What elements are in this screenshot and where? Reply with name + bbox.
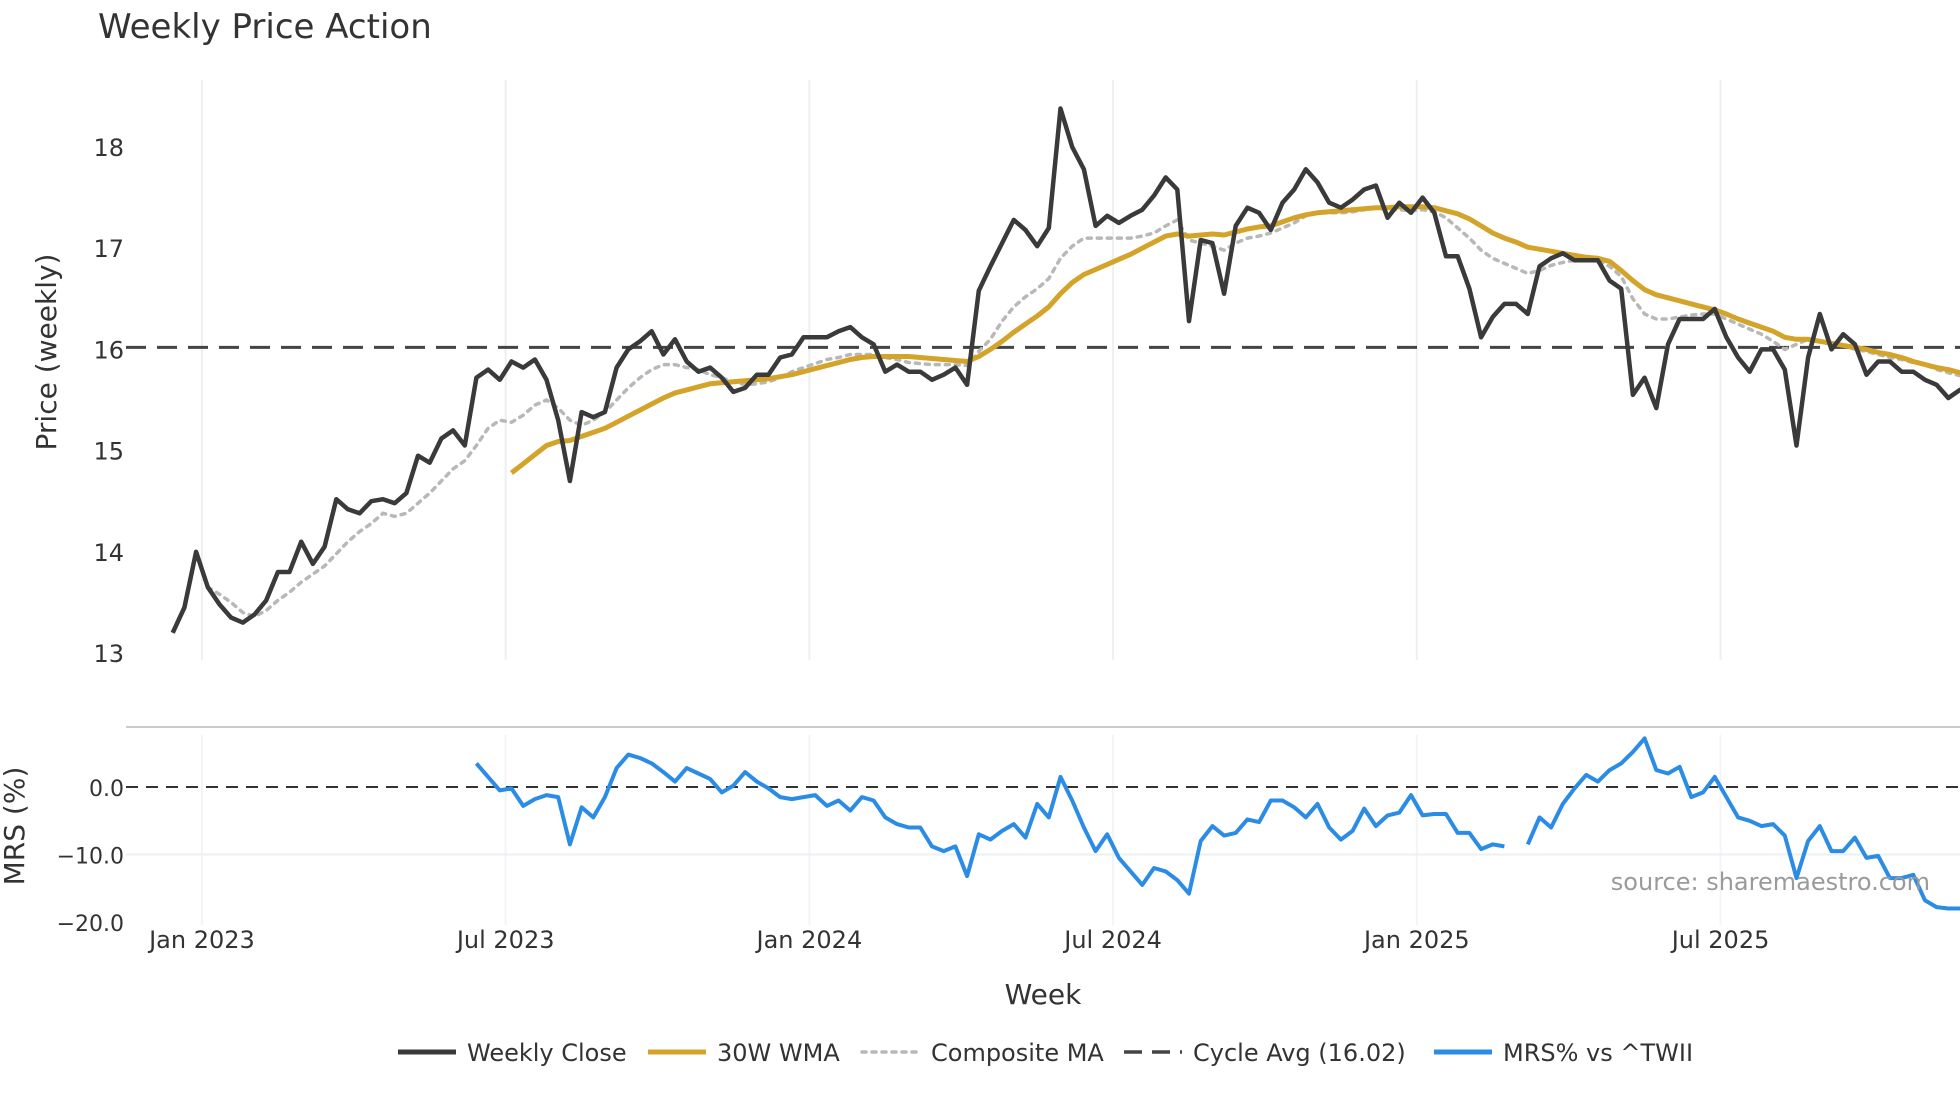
x-tick-label: Jan 2023 <box>147 926 255 954</box>
legend-label: Composite MA <box>931 1039 1104 1067</box>
price-ytick-label: 15 <box>93 438 124 466</box>
mrs-ytick-label: −10.0 <box>57 845 124 870</box>
price-ytick-label: 14 <box>93 539 124 567</box>
mrs-panel: 0.0 −10.0 −20.0 MRS (%) source: sharemaestro… <box>0 735 1960 954</box>
legend: Weekly Close 30W WMA Composite MA Cycle Avg… <box>398 1039 1693 1067</box>
price-panel: 13 14 15 16 17 18 Price (weekly) <box>30 80 1960 668</box>
legend-label: MRS% vs ^TWII <box>1503 1039 1693 1067</box>
price-ytick-label: 13 <box>93 640 124 668</box>
x-tick-label: Jul 2025 <box>1670 926 1770 954</box>
price-ylabel: Price (weekly) <box>30 254 63 451</box>
price-ytick-label: 18 <box>93 134 124 162</box>
legend-label: 30W WMA <box>717 1039 840 1067</box>
x-tick-label: Jan 2024 <box>755 926 863 954</box>
mrs-ytick-label: −20.0 <box>57 912 124 937</box>
x-tick-label: Jan 2025 <box>1362 926 1470 954</box>
legend-label: Cycle Avg (16.02) <box>1193 1039 1406 1067</box>
weekly-close-line <box>170 106 1960 634</box>
x-tick-label: Jul 2024 <box>1062 926 1162 954</box>
source-annotation: source: sharemaestro.com <box>1611 868 1930 896</box>
composite-ma-line <box>206 205 1960 619</box>
x-axis-label: Week <box>1005 978 1082 1011</box>
chart-title: Weekly Price Action <box>98 7 432 47</box>
mrs-ytick-label: 0.0 <box>89 777 124 802</box>
price-ytick-label: 16 <box>93 336 124 364</box>
x-tick-label: Jul 2023 <box>455 926 555 954</box>
price-ytick-label: 17 <box>93 235 124 263</box>
mrs-ylabel: MRS (%) <box>0 767 31 886</box>
mrs-line <box>474 736 1960 911</box>
legend-label: Weekly Close <box>467 1039 627 1067</box>
